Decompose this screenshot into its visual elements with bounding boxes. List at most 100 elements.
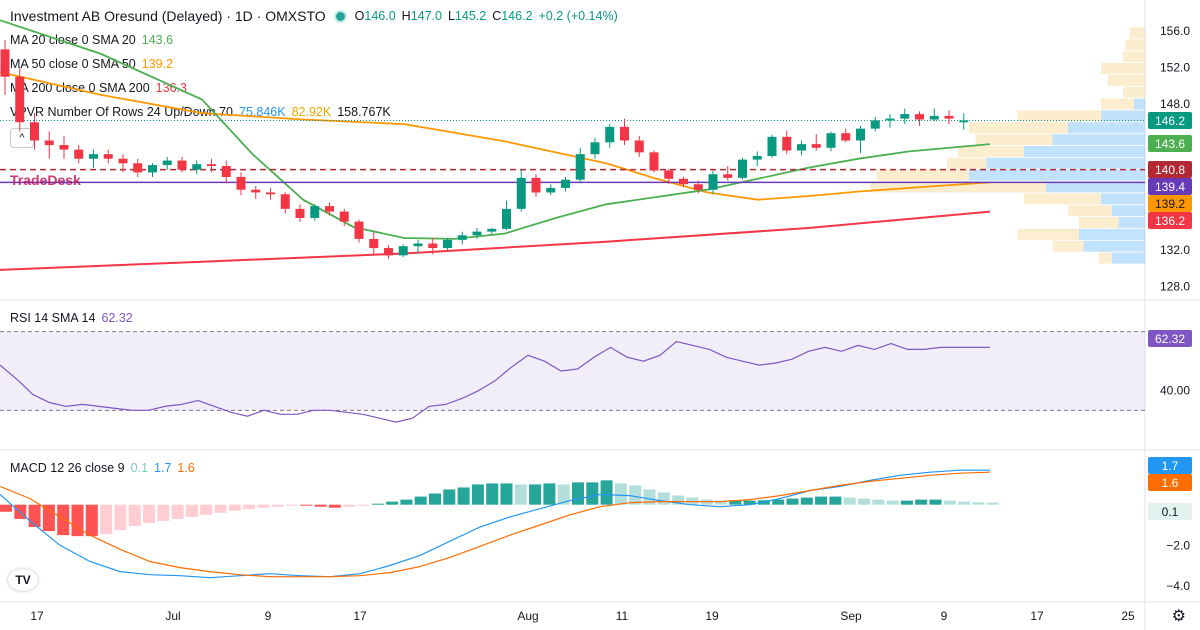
chevron-up-icon: ^: [19, 132, 25, 144]
macd-histogram-bar: [958, 501, 971, 505]
candle-body: [133, 163, 143, 173]
ma200-label: MA 200 close 0 SMA 200: [10, 81, 150, 95]
macd-histogram-bar: [858, 498, 870, 505]
macd-histogram-bar: [114, 504, 127, 531]
candle-body: [74, 149, 84, 159]
candle-body: [251, 189, 261, 193]
candle-body: [44, 140, 54, 146]
macd-histogram-bar: [171, 504, 184, 519]
macd-histogram-bar: [100, 504, 113, 535]
macd-histogram-bar: [829, 496, 842, 505]
price-tick-label: 148.0: [1160, 97, 1190, 111]
time-tick-label: 25: [1121, 609, 1135, 623]
macd-histogram-bar: [414, 496, 427, 505]
close-label: C: [492, 9, 502, 23]
volume-profile-up-bar: [986, 157, 1145, 169]
volume-profile-down-bar: [1098, 252, 1112, 264]
candle-body: [325, 206, 334, 212]
ma20-value: 143.6: [141, 33, 174, 47]
macd-histogram-bar: [543, 483, 556, 505]
legend-macd[interactable]: MACD 12 26 close 9 0.1 1.7 1.6: [10, 461, 195, 475]
legend-ma20[interactable]: MA 20 close 0 SMA 20 143.6: [10, 33, 173, 47]
macd-histogram-bar: [357, 504, 370, 506]
macd-hist-value: 0.1: [130, 461, 149, 475]
macd-hist-tag: 0.1: [1148, 503, 1192, 520]
volume-profile-down-bar: [969, 122, 1068, 134]
candle-body: [339, 211, 349, 222]
volume-profile-up-bar: [1083, 240, 1145, 252]
candle-body: [502, 208, 511, 229]
volume-profile-up-bar: [1046, 181, 1145, 193]
high-value: 147.0: [410, 9, 442, 23]
macd-histogram-bar: [128, 504, 141, 526]
volume-profile-up-bar: [1052, 134, 1145, 146]
volume-profile-down-bar: [1052, 240, 1084, 252]
macd-histogram-bar: [872, 499, 885, 505]
volume-profile-down-bar: [1129, 27, 1145, 39]
ma50-line: [0, 71, 991, 201]
macd-histogram-bar: [300, 504, 313, 506]
rsi-value: 62.32: [101, 311, 133, 325]
volume-profile-down-bar: [1123, 51, 1145, 63]
macd-histogram-bar: [243, 504, 256, 510]
candle-body: [797, 144, 806, 151]
macd-histogram-bar: [514, 484, 527, 505]
volume-profile-up-bar: [1101, 193, 1145, 205]
volume-profile-down-bar: [1107, 74, 1145, 86]
market-status-icon: [333, 9, 347, 23]
macd-histogram-bar: [271, 504, 284, 507]
volume-profile-down-bar: [1017, 228, 1079, 240]
ma200-line: [0, 210, 991, 271]
price-tick-label: 152.0: [1160, 61, 1190, 75]
ma50-label: MA 50 close 0 SMA 50: [10, 57, 136, 71]
candle-body: [752, 155, 762, 160]
macd-pane: [0, 469, 999, 579]
macd-histogram-bar: [314, 504, 327, 507]
macd-histogram-bar: [143, 504, 155, 523]
volume-profile-down-bar: [1068, 205, 1112, 217]
candle-body: [118, 158, 128, 164]
settings-gear-icon[interactable]: ⚙: [1171, 608, 1186, 625]
candle-body: [826, 133, 836, 148]
volume-profile-down-bar: [1125, 39, 1145, 51]
ma200-price-tag: 136.2: [1148, 212, 1192, 229]
ma20-line: [0, 19, 991, 240]
legend-rsi[interactable]: RSI 14 SMA 14 62.32: [10, 311, 133, 325]
macd-histogram-bar: [343, 504, 356, 507]
macd-signal-line: [0, 471, 991, 578]
tv-logo-icon[interactable]: TV: [8, 569, 38, 591]
symbol-title[interactable]: Investment AB Oresund (Delayed) · 1D · O…: [10, 8, 326, 24]
volume-profile-up-bar: [969, 169, 1145, 181]
macd-histogram-bar: [900, 500, 913, 505]
candle-body: [192, 164, 202, 170]
candle-body: [280, 194, 290, 209]
candle-body: [575, 154, 585, 180]
legend-ma50[interactable]: MA 50 close 0 SMA 50 139.2: [10, 57, 173, 71]
macd-histogram-bar: [400, 499, 413, 505]
candle-body: [30, 122, 39, 141]
candle-body: [708, 174, 718, 190]
candle-body: [915, 114, 924, 120]
open-value: 146.0: [364, 9, 396, 23]
candle-body: [856, 128, 865, 141]
macd-histogram-bar: [328, 504, 341, 508]
macd-histogram-bar: [557, 484, 570, 505]
macd-histogram-bar: [529, 484, 542, 505]
time-tick-label: Sep: [840, 609, 862, 623]
macd-tick-label: −2.0: [1166, 538, 1190, 552]
price-axis: 156.0 152.0 148.0 132.0 128.0 40.00 −2.0 −4.0: [1160, 24, 1190, 593]
macd-histogram-bar: [457, 487, 470, 505]
time-tick-label: 17: [353, 609, 367, 623]
time-tick-label: 9: [941, 609, 948, 623]
rsi-pane: [0, 331, 1145, 423]
macd-histogram-bar: [815, 496, 828, 505]
legend-ma200[interactable]: MA 200 close 0 SMA 200 136.3: [10, 81, 187, 95]
macd-histogram-bar: [71, 504, 84, 537]
candle-body: [0, 49, 10, 77]
macd-signal-value: 1.6: [177, 461, 195, 475]
volume-profile-up-bar: [1112, 252, 1145, 264]
rsi-tick-label: 40.00: [1160, 384, 1190, 398]
macd-histogram-bar: [386, 501, 399, 505]
time-tick-label: 9: [265, 609, 272, 623]
